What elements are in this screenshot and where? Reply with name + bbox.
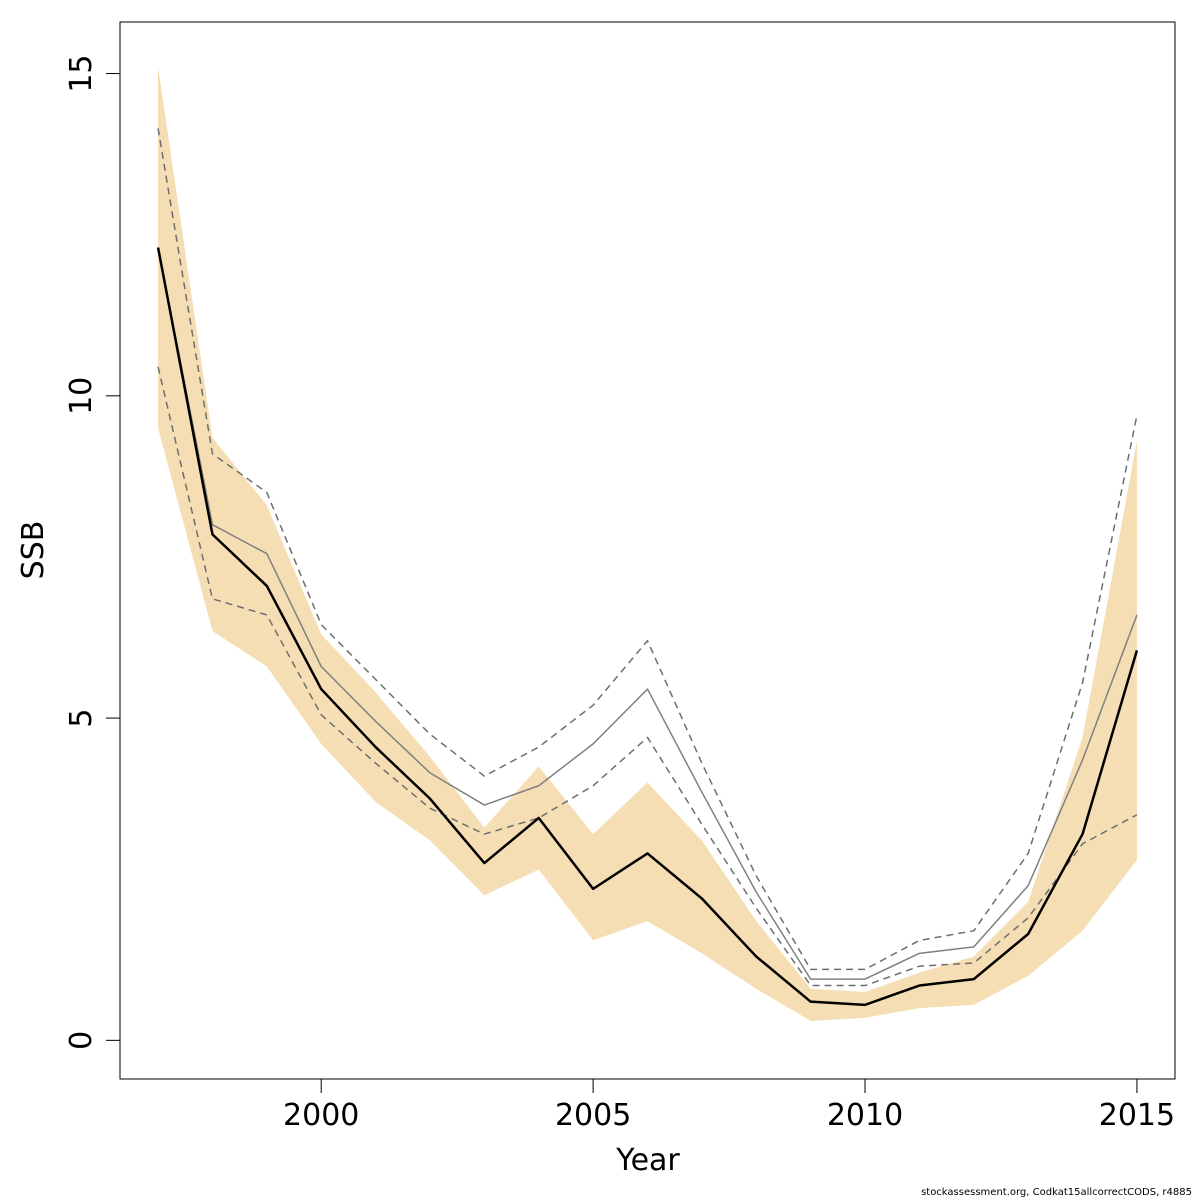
x-axis-title: Year: [615, 1143, 680, 1178]
dashed-line-3: [157, 128, 1138, 971]
x-tick-label: 2005: [555, 1098, 631, 1133]
dashed-line-4: [157, 366, 1138, 987]
solid-line-2: [157, 247, 1138, 980]
confidence-band-layer: [158, 67, 1137, 1021]
y-axis-title: SSB: [16, 521, 51, 580]
x-axis: 2000 2005 2010 2015: [283, 1078, 1175, 1133]
y-tick-label: 10: [64, 377, 99, 415]
x-tick-label: 2000: [283, 1098, 359, 1133]
y-tick-label: 5: [64, 709, 99, 728]
x-tick-label: 2010: [827, 1098, 903, 1133]
series-lines-layer: [156, 128, 1139, 1007]
solid-line-1: [156, 247, 1139, 1007]
y-tick-label: 15: [64, 54, 99, 92]
confidence-band: [158, 67, 1137, 1021]
y-tick-label: 0: [64, 1031, 99, 1050]
y-axis: 0 5 10 15: [64, 54, 121, 1050]
credit-text: stockassessment.org, Codkat15allcorrectC…: [921, 1187, 1192, 1198]
x-tick-label: 2015: [1099, 1098, 1175, 1133]
